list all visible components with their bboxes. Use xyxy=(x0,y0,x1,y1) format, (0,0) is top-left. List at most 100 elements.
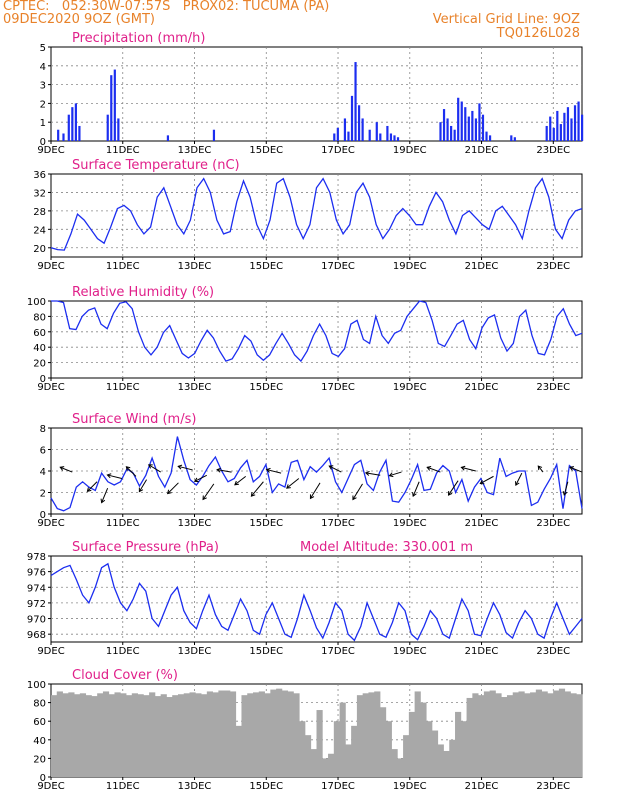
precip-bar xyxy=(375,122,378,141)
y-tick-label: 8 xyxy=(40,424,46,435)
wind-arrowhead xyxy=(447,491,453,496)
x-tick-label: 9DEC xyxy=(37,781,64,792)
y-tick-label: 36 xyxy=(33,170,46,181)
cloud-bar xyxy=(149,692,156,777)
precip-bar xyxy=(450,125,453,141)
cloud-bar xyxy=(535,689,542,777)
wind-arrowhead xyxy=(166,489,172,495)
x-tick-label: 21DEC xyxy=(465,781,499,792)
wind-vector xyxy=(178,465,193,471)
cloud-bar xyxy=(264,693,271,777)
cloud-bar xyxy=(472,693,479,777)
cloud-bar xyxy=(570,693,577,777)
y-tick-label: 4 xyxy=(40,467,46,478)
x-tick-label: 23DEC xyxy=(536,382,570,393)
cloud-bar xyxy=(166,697,173,777)
precip-bar xyxy=(110,75,113,141)
header-model-id: TQ0126L028 xyxy=(496,26,580,41)
y-tick-label: 2 xyxy=(40,489,46,500)
precip-bar xyxy=(485,131,488,141)
wind-vector xyxy=(107,474,122,480)
panel-title: Surface Temperature (nC) xyxy=(72,158,240,173)
precip-bar xyxy=(549,116,552,141)
wind-vector xyxy=(329,465,342,473)
wind-vector xyxy=(569,466,583,473)
cloud-bar xyxy=(206,691,214,777)
wind-arrowhead xyxy=(138,487,144,493)
wind-arrowhead xyxy=(569,466,575,471)
cloud-bar xyxy=(466,697,473,777)
precip-bar xyxy=(442,109,446,141)
panel-title: Precipitation (mm/h) xyxy=(72,31,205,46)
wind-arrowhead xyxy=(352,495,357,501)
x-tick-label: 13DEC xyxy=(178,518,212,529)
y-tick-label: 60 xyxy=(33,328,46,339)
y-tick-label: 0 xyxy=(40,137,46,148)
cloud-bar xyxy=(420,702,427,777)
y-tick-label: 0 xyxy=(40,773,46,784)
cloud-bar xyxy=(489,690,496,777)
cloud-bar xyxy=(154,696,162,777)
panel-frame xyxy=(50,300,583,379)
x-tick-label: 17DEC xyxy=(321,261,355,272)
wind-vector xyxy=(101,488,109,503)
x-tick-label: 23DEC xyxy=(536,518,570,529)
wind-vector xyxy=(412,481,420,497)
precip-bar xyxy=(552,127,555,141)
precip-bar xyxy=(474,118,477,141)
cloud-bar xyxy=(293,693,300,777)
precip-bar xyxy=(545,125,548,141)
y-tick-label: 970 xyxy=(27,615,46,626)
y-tick-label: 100 xyxy=(27,680,46,691)
x-tick-label: 13DEC xyxy=(178,646,212,657)
cloud-bar xyxy=(518,691,525,777)
precip-bar xyxy=(336,127,339,141)
precip-bar xyxy=(556,110,559,141)
y-tick-label: 20 xyxy=(33,754,46,765)
x-tick-label: 19DEC xyxy=(393,261,427,272)
precip-bar xyxy=(67,114,70,141)
precip-bar xyxy=(453,129,456,141)
x-tick-label: 17DEC xyxy=(321,781,355,792)
precip-bar xyxy=(117,118,120,141)
cloud-bar xyxy=(62,693,69,777)
precip-bar xyxy=(559,124,562,141)
wind-arrowhead xyxy=(216,467,222,473)
cloud-bar xyxy=(287,691,294,777)
x-tick-label: 15DEC xyxy=(249,781,283,792)
wind-vector xyxy=(126,466,137,477)
cloud-bar xyxy=(530,692,537,777)
wind-vector xyxy=(60,466,73,473)
precip-bar xyxy=(467,116,470,141)
cloud-bar xyxy=(328,753,335,777)
precip-bar xyxy=(379,133,382,141)
cloud-bar xyxy=(195,693,202,777)
wind-arrowhead xyxy=(202,495,207,501)
cloud-bar xyxy=(212,692,219,777)
cloud-bar xyxy=(483,691,491,777)
cloud-bar xyxy=(68,692,75,777)
precip-bar xyxy=(62,133,65,141)
panel-frame xyxy=(50,173,583,258)
wind-vector xyxy=(167,482,179,494)
precip-bar xyxy=(106,114,109,141)
cloud-bar xyxy=(322,758,329,777)
precip-bar xyxy=(457,97,460,141)
x-tick-label: 9DEC xyxy=(37,382,64,393)
wind-vector xyxy=(365,472,381,476)
x-tick-label: 11DEC xyxy=(106,781,140,792)
cloud-bar xyxy=(449,739,456,777)
precip-bar xyxy=(347,131,350,141)
precip-bar xyxy=(573,105,577,141)
header-grid-line: Vertical Grid Line: 9OZ xyxy=(432,12,580,27)
precip-bar xyxy=(350,95,354,141)
cloud-bar xyxy=(218,690,225,777)
precip-bar xyxy=(74,103,77,141)
wind-arrowhead xyxy=(515,481,520,487)
cloud-bar xyxy=(379,707,387,777)
cloud-bar xyxy=(437,744,444,777)
panel-title: Cloud Cover (%) xyxy=(72,668,178,683)
cloud-bar xyxy=(547,693,554,777)
precip-bar xyxy=(566,107,570,141)
